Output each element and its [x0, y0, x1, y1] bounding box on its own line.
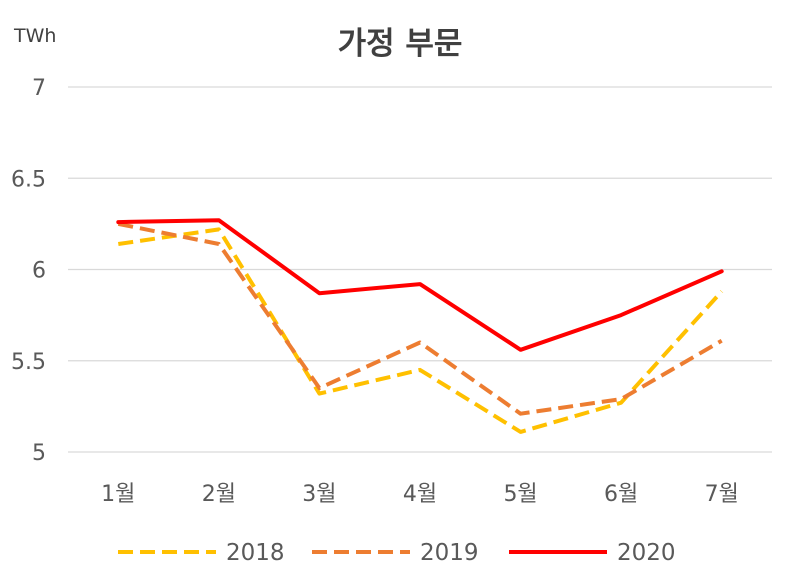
x-tick-label: 6월 — [604, 482, 638, 507]
y-axis-tick-labels: 5 5.5 6 6.5 7 — [11, 76, 46, 466]
y-tick-label: 5.5 — [11, 350, 46, 375]
chart-title: 가정 부문 — [338, 26, 463, 62]
x-tick-label: 2월 — [202, 482, 236, 507]
x-tick-label: 7월 — [705, 482, 739, 507]
y-tick-label: 6 — [32, 259, 46, 284]
legend-label-2020: 2020 — [617, 540, 676, 566]
legend-label-2019: 2019 — [420, 540, 479, 566]
x-tick-label: 1월 — [101, 482, 135, 507]
y-axis-unit-label: TWh — [13, 25, 56, 47]
y-tick-label: 7 — [32, 76, 46, 101]
x-tick-label: 3월 — [302, 482, 336, 507]
y-tick-label: 6.5 — [11, 167, 46, 192]
x-tick-label: 5월 — [503, 482, 537, 507]
series-line-2018 — [118, 227, 724, 434]
series-line-2019 — [117, 221, 723, 416]
legend: 2018 2019 2020 — [118, 540, 676, 566]
y-tick-label: 5 — [32, 441, 46, 466]
x-axis-tick-labels: 1월 2월 3월 4월 5월 6월 7월 — [101, 482, 739, 507]
legend-label-2018: 2018 — [226, 540, 285, 566]
grid-lines — [68, 86, 772, 453]
series-lines — [116, 218, 724, 434]
series-line-2020 — [116, 218, 724, 352]
x-tick-label: 4월 — [403, 482, 437, 507]
